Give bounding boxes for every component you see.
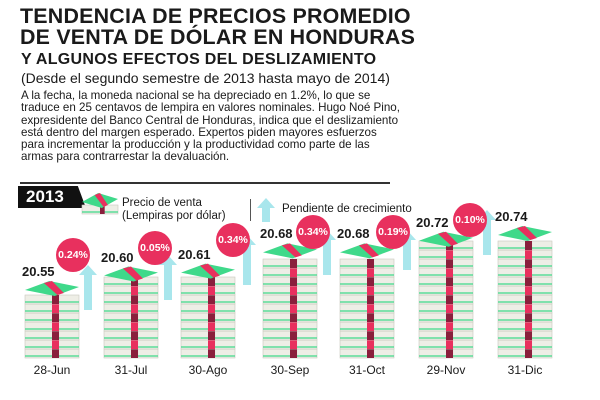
date-label: 31-Jul	[114, 363, 148, 377]
bar-stack	[418, 231, 474, 359]
bar-stack	[24, 281, 80, 359]
growth-badge: 0.05%	[138, 231, 172, 265]
date-label: 30-Ago	[188, 363, 228, 377]
period: (Desde el segundo semestre de 2013 hasta…	[21, 70, 390, 86]
legend-price-line1: Precio de venta	[122, 197, 202, 209]
bar-stack	[262, 243, 318, 359]
value-label: 20.74	[495, 209, 528, 224]
bar-stack	[339, 243, 395, 359]
year-label: 2013	[18, 186, 86, 208]
value-label: 20.60	[101, 249, 134, 265]
bar-stack	[180, 263, 236, 359]
title-line-1: TENDENCIA DE PRECIOS PROMEDIO	[20, 5, 411, 28]
date-label: 31-Oct	[348, 363, 385, 377]
growth-badge: 0.34%	[296, 215, 330, 249]
title-line-2: DE VENTA DE DÓLAR EN HONDURAS	[20, 26, 416, 49]
money-stack-icon	[81, 193, 119, 215]
growth-badge: 0.34%	[216, 223, 250, 257]
value-label: 20.55	[22, 264, 55, 279]
legend-price: Precio de venta (Lempiras por dólar)	[122, 197, 226, 223]
value-label: 20.61	[178, 246, 211, 262]
legend-price-line2: (Lempiras por dólar)	[122, 210, 226, 222]
divider	[20, 182, 390, 184]
bar-stack	[497, 226, 553, 359]
subtitle: Y ALGUNOS EFECTOS DEL DESLIZAMIENTO	[21, 51, 377, 68]
growth-badge: 0.24%	[56, 238, 90, 272]
value-label: 20.68	[260, 226, 293, 242]
legend-growth: Pendiente de crecimiento	[282, 203, 412, 215]
growth-badge: 0.10%	[453, 203, 487, 237]
date-label: 31-Dic	[507, 363, 543, 377]
value-label: 20.68	[337, 226, 370, 242]
body-text: A la fecha, la moneda nacional se ha dep…	[21, 89, 400, 164]
arrow-up-icon	[257, 198, 275, 222]
legend-separator	[250, 199, 251, 221]
date-label: 30-Sep	[270, 363, 310, 377]
date-label: 28-Jun	[33, 363, 71, 377]
growth-arrow-icon	[79, 265, 97, 310]
bar-stack	[103, 266, 159, 359]
title: TENDENCIA DE PRECIOS PROMEDIO DE VENTA DE…	[20, 6, 415, 48]
value-label: 20.72	[416, 214, 449, 230]
growth-badge: 0.19%	[376, 215, 410, 249]
date-label: 29-Nov	[426, 363, 466, 377]
